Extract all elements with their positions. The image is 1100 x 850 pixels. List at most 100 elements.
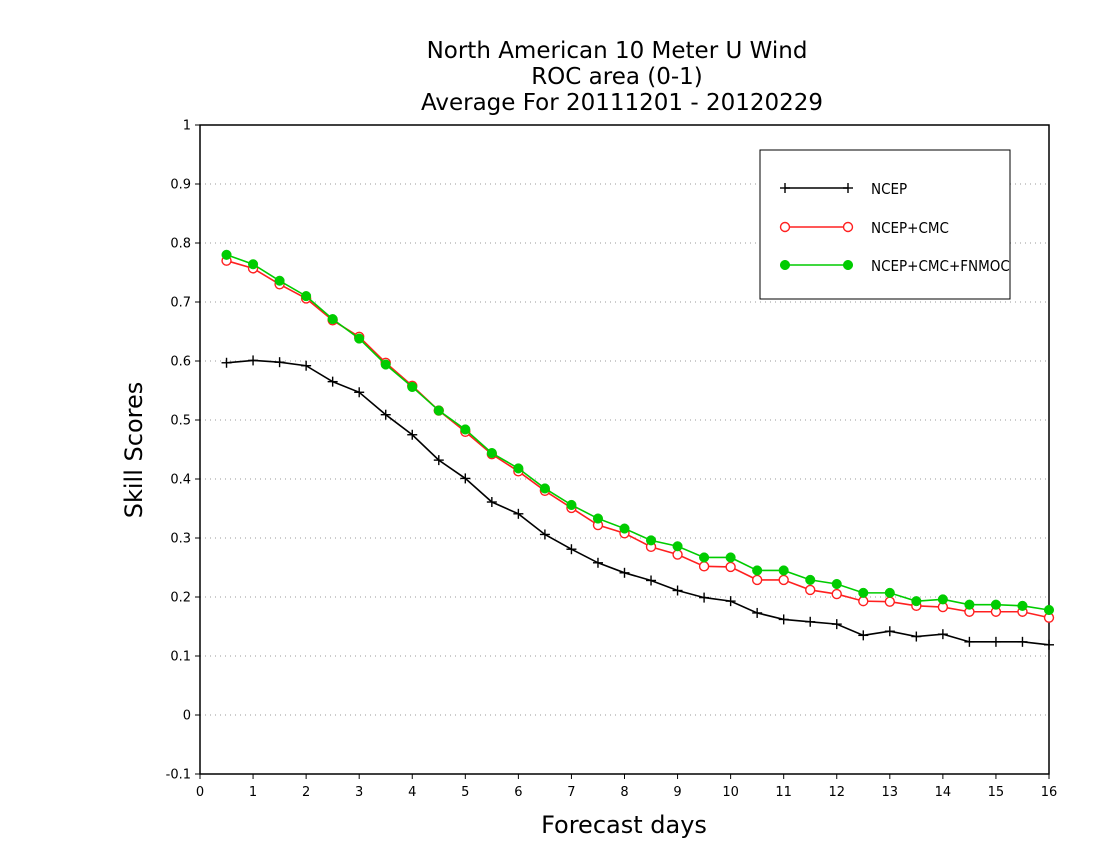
data-point <box>274 275 285 286</box>
data-point <box>725 552 736 563</box>
x-tick-label: 13 <box>882 785 899 800</box>
series-line <box>226 259 1050 619</box>
legend-item: NCEP+CMC <box>779 219 949 237</box>
y-tick-label: 0.9 <box>170 178 191 193</box>
legend-marker <box>779 259 791 271</box>
x-tick-label: 7 <box>567 785 575 800</box>
data-point <box>380 359 391 370</box>
data-point <box>672 541 683 552</box>
data-point <box>460 473 471 484</box>
series-ncep-cmc-fnmoc <box>221 249 1055 616</box>
data-point <box>805 584 816 596</box>
x-axis-label: Forecast days <box>541 811 707 839</box>
data-point <box>831 588 842 600</box>
data-point <box>327 314 338 325</box>
legend-marker <box>779 221 791 233</box>
x-tick-label: 4 <box>408 785 416 800</box>
legend-box <box>759 149 1011 300</box>
y-tick-label: 0.3 <box>170 532 191 547</box>
data-point <box>486 497 497 508</box>
data-point <box>698 561 710 572</box>
data-point <box>354 333 365 344</box>
data-point <box>1043 604 1055 616</box>
x-tick-label: 15 <box>988 785 1005 800</box>
data-point <box>1017 600 1028 611</box>
legend-marker <box>842 221 854 233</box>
data-point <box>619 523 630 534</box>
data-point <box>539 483 550 494</box>
data-point <box>805 616 816 627</box>
data-point <box>911 631 922 642</box>
data-point <box>433 405 444 416</box>
legend-label: NCEP+CMC+FNMOC <box>871 257 1010 275</box>
data-point <box>513 463 524 474</box>
data-point <box>566 499 577 511</box>
data-point <box>460 424 471 435</box>
legend-label: NCEP <box>871 180 907 198</box>
data-point <box>592 513 604 524</box>
data-point <box>592 557 603 568</box>
x-tick-label: 2 <box>302 785 310 800</box>
data-point <box>1044 639 1054 650</box>
series-line <box>226 359 1050 646</box>
x-tick-label: 1 <box>249 785 257 800</box>
x-tick-label: 5 <box>461 785 469 800</box>
data-point <box>486 447 497 459</box>
title-line-2: ROC area (0-1) <box>531 64 703 90</box>
y-axis-ticks: -0.1 0 0.1 0.2 0.3 0.4 0.5 0.6 0.7 0.8 0.9 1 <box>166 119 200 783</box>
data-point <box>831 578 842 590</box>
x-tick-label: 3 <box>355 785 363 800</box>
data-point <box>858 587 869 598</box>
data-point <box>566 544 577 555</box>
data-point <box>301 291 312 302</box>
data-point <box>752 565 763 576</box>
data-point <box>619 567 630 578</box>
data-point <box>221 357 232 368</box>
legend-item: NCEP+CMC+FNMOC <box>779 257 1010 275</box>
y-axis-label: Skill Scores <box>120 382 148 519</box>
y-tick-label: 0.4 <box>170 473 191 488</box>
data-point <box>1017 636 1028 647</box>
x-tick-label: 11 <box>775 785 792 800</box>
data-point <box>725 596 736 607</box>
data-point <box>539 529 550 540</box>
data-point <box>380 409 391 420</box>
data-point <box>884 587 895 598</box>
data-point <box>778 574 789 586</box>
x-tick-label: 14 <box>935 785 952 800</box>
data-point <box>831 619 842 630</box>
x-tick-label: 8 <box>620 785 628 800</box>
x-tick-label: 16 <box>1041 785 1058 800</box>
data-point <box>858 595 869 607</box>
y-tick-label: 0.6 <box>170 355 191 370</box>
series-ncep <box>221 355 1054 650</box>
data-point <box>672 549 683 560</box>
x-tick-label: 10 <box>722 785 739 800</box>
data-point <box>248 259 259 270</box>
legend-item: NCEP <box>780 180 907 198</box>
data-point <box>646 575 657 586</box>
data-point <box>407 381 418 393</box>
y-tick-label: 0 <box>183 709 191 724</box>
series-line <box>226 254 1050 611</box>
title-line-3: Average For 20111201 - 20120229 <box>421 90 823 116</box>
chart-title: North American 10 Meter U Wind ROC area … <box>421 38 823 116</box>
data-point <box>964 636 975 647</box>
data-point <box>751 574 763 586</box>
data-point <box>778 565 789 576</box>
x-tick-label: 6 <box>514 785 522 800</box>
legend-label: NCEP+CMC <box>871 219 949 237</box>
data-point <box>990 636 1001 647</box>
data-point <box>433 455 444 466</box>
data-point <box>805 574 816 585</box>
data-point <box>911 596 922 607</box>
legend-marker <box>780 183 790 193</box>
y-tick-label: 0.2 <box>170 591 191 606</box>
data-point <box>354 387 365 398</box>
y-tick-label: 0.5 <box>170 414 191 429</box>
legend-marker <box>842 259 854 271</box>
series-ncep-cmc <box>221 255 1055 623</box>
x-tick-label: 12 <box>828 785 845 800</box>
data-point <box>884 596 896 607</box>
